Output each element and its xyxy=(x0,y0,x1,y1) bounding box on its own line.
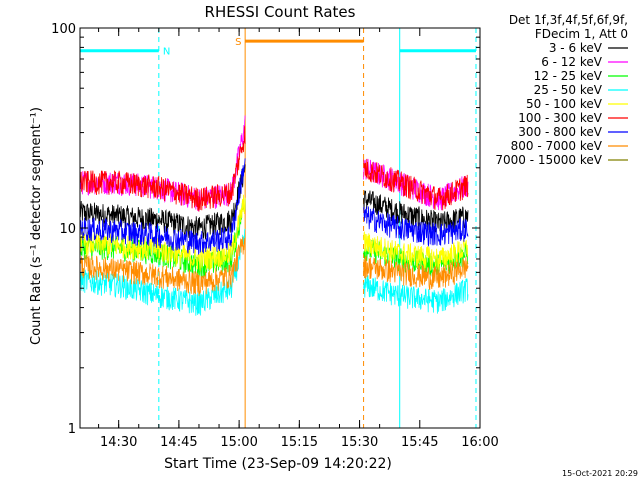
x-tick-label-4: 15:30 xyxy=(341,435,378,450)
legend-label-7: 800 - 7000 keV xyxy=(511,139,603,153)
series-25-50-kev-segment-1 xyxy=(363,275,469,314)
y-tick-label-1: 10 xyxy=(59,222,76,237)
annotation-1-label: S xyxy=(235,37,241,48)
x-axis-label: Start Time (23-Sep-09 14:20:22) xyxy=(164,456,392,472)
series-25-50-kev-segment-0 xyxy=(79,228,246,316)
series-300-800-kev-segment-0 xyxy=(79,158,246,255)
series-50-100-kev-segment-0 xyxy=(79,194,246,272)
legend-label-6: 300 - 800 keV xyxy=(518,125,602,139)
timestamp: 15-Oct-2021 20:29 xyxy=(562,469,638,478)
series-3-6-kev-segment-0 xyxy=(79,164,246,240)
x-tick-label-6: 16:00 xyxy=(461,435,498,450)
x-tick-label-0: 14:30 xyxy=(100,435,137,450)
x-tick-label-5: 15:45 xyxy=(401,435,438,450)
annotation-0-label: N xyxy=(163,47,170,58)
series-300-800-kev-segment-1 xyxy=(363,206,469,248)
legend-label-2: 12 - 25 keV xyxy=(534,69,603,83)
legend-label-1: 6 - 12 keV xyxy=(541,55,603,69)
series-100-300-kev-segment-1 xyxy=(363,158,469,211)
x-tick-label-1: 14:45 xyxy=(160,435,197,450)
x-tick-label-3: 15:15 xyxy=(281,435,318,450)
legend-title-line-1: FDecim 1, Att 0 xyxy=(535,27,628,41)
series-100-300-kev-segment-0 xyxy=(79,126,246,212)
legend: Det 1f,3f,4f,5f,6f,9f,FDecim 1, Att 03 -… xyxy=(495,13,628,167)
legend-title-line-0: Det 1f,3f,4f,5f,6f,9f, xyxy=(509,13,628,27)
legend-label-3: 25 - 50 keV xyxy=(534,83,603,97)
series-layer xyxy=(79,115,469,316)
legend-label-5: 100 - 300 keV xyxy=(518,111,602,125)
legend-label-8: 7000 - 15000 keV xyxy=(495,153,602,167)
legend-label-0: 3 - 6 keV xyxy=(549,41,603,55)
series-800-7000-kev-segment-0 xyxy=(79,236,246,297)
tick-layer: 14:30 14:45 15:00 15:15 15:30 15:45 16:00 1 10 10… xyxy=(51,22,499,450)
y-axis-label: Count Rate (s⁻¹ detector segment⁻¹) xyxy=(29,107,44,345)
series-6-12-kev-segment-0 xyxy=(79,115,246,212)
y-tick-label-2: 100 xyxy=(51,22,76,37)
y-tick-label-0: 1 xyxy=(68,422,76,437)
series-50-100-kev-segment-1 xyxy=(363,231,469,271)
x-tick-label-2: 15:00 xyxy=(220,435,257,450)
legend-label-4: 50 - 100 keV xyxy=(526,97,603,111)
series-3-6-kev-segment-1 xyxy=(363,190,469,236)
chart-title: RHESSI Count Rates xyxy=(205,3,356,21)
series-800-7000-kev-segment-1 xyxy=(363,255,469,291)
